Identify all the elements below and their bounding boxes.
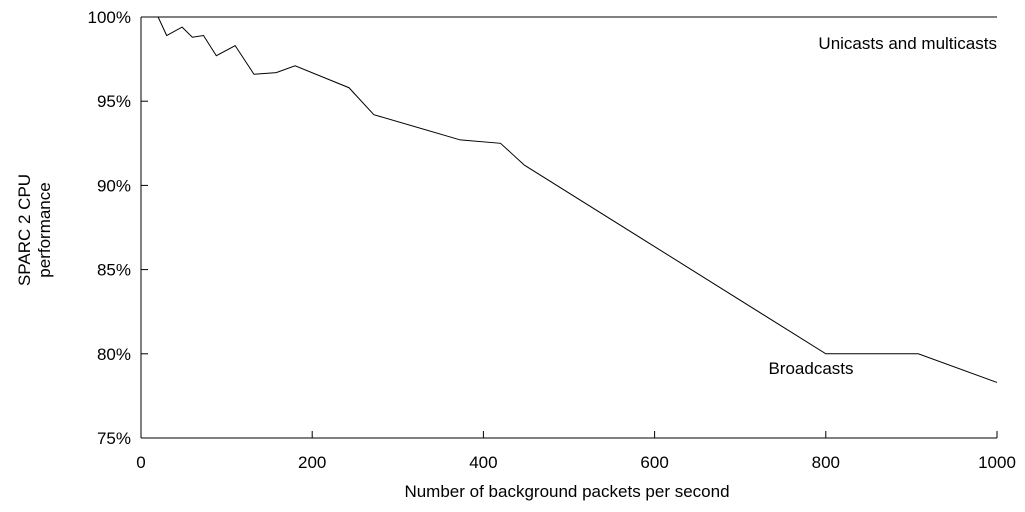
- x-ticks: 0 200 400 600 800 1000: [136, 431, 1016, 472]
- y-axis-label-line-2: performance: [35, 182, 54, 277]
- y-ticks: 75% 80% 85% 90% 95% 100%: [88, 8, 148, 448]
- x-axis-label: Number of background packets per second: [404, 482, 729, 501]
- y-tick-label: 75%: [97, 429, 131, 448]
- x-tick-label: 800: [812, 453, 840, 472]
- annotation-unicasts: Unicasts and multicasts: [818, 34, 997, 53]
- y-tick-label: 100%: [88, 8, 131, 27]
- axes: [140, 17, 997, 439]
- y-tick-label: 90%: [97, 176, 131, 195]
- series-line-broadcasts: [141, 16, 998, 383]
- x-tick-label: 1000: [978, 453, 1016, 472]
- y-tick-label: 85%: [97, 261, 131, 280]
- x-tick-label: 0: [136, 453, 145, 472]
- annotation-broadcasts: Broadcasts: [768, 359, 853, 378]
- y-tick-label: 95%: [97, 92, 131, 111]
- x-tick-label: 600: [640, 453, 668, 472]
- x-tick-label: 400: [469, 453, 497, 472]
- y-axis-label: SPARC 2 CPU performance: [15, 174, 54, 286]
- y-axis-label-line-1: SPARC 2 CPU: [15, 174, 34, 286]
- series-group: [141, 16, 998, 383]
- x-tick-label: 200: [298, 453, 326, 472]
- y-tick-label: 80%: [97, 345, 131, 364]
